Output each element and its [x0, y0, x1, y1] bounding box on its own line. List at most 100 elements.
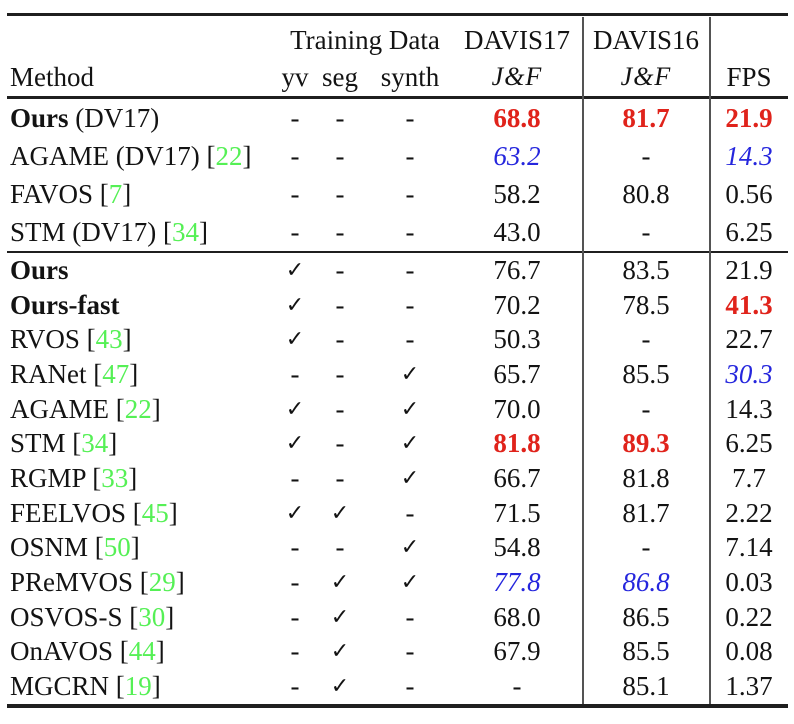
synth-flag: -	[405, 601, 415, 632]
column-rule-davis16	[582, 17, 584, 704]
seg-flag: -	[335, 324, 345, 355]
method-cell: OSVOS-S [30]	[10, 601, 175, 632]
seg-flag: -	[335, 358, 345, 389]
yv-flag: ✓	[285, 327, 305, 353]
yv-flag: -	[290, 532, 300, 563]
fps-value: 6.25	[725, 428, 773, 459]
table-row: STM (DV17) [34] - - - 43.0 - 6.25	[0, 213, 794, 251]
fps-value: 22.7	[725, 324, 773, 355]
yv-flag: ✓	[285, 500, 305, 526]
method-cell: FEELVOS [45]	[10, 497, 178, 528]
top-rule-divider	[7, 13, 788, 16]
davis16-score: -	[641, 532, 651, 563]
method-name: Ours	[10, 254, 69, 285]
citation-number: 29	[148, 567, 176, 598]
fps-value: 1.37	[725, 671, 773, 702]
table-row: Ours ✓ - - 76.7 83.5 21.9	[0, 253, 794, 288]
col-header-fps: FPS	[726, 61, 772, 92]
synth-flag: ✓	[400, 396, 420, 422]
method-name: Ours	[10, 102, 69, 133]
davis17-score: 81.8	[493, 428, 541, 459]
davis17-score: 70.2	[493, 289, 541, 320]
table-row: OSVOS-S [30] - ✓ - 68.0 86.5 0.22	[0, 600, 794, 635]
table-section-full-training: Ours ✓ - - 76.7 83.5 21.9 Ours-fast ✓ - …	[0, 253, 794, 704]
davis17-score: 70.0	[493, 393, 541, 424]
table-row: OSNM [50] - - ✓ 54.8 - 7.14	[0, 531, 794, 566]
table-row: Ours-fast ✓ - - 70.2 78.5 41.3	[0, 288, 794, 323]
method-cell: PReMVOS [29]	[10, 567, 185, 598]
citation-number: 7	[108, 178, 123, 209]
fps-value: 0.08	[725, 636, 773, 667]
davis17-score: -	[512, 671, 522, 702]
fps-value: 7.7	[732, 462, 766, 493]
davis17-score: 54.8	[493, 532, 541, 563]
table-row: AGAME [22] ✓ - ✓ 70.0 - 14.3	[0, 392, 794, 427]
method-cell: Ours	[10, 253, 272, 288]
synth-flag: -	[405, 289, 415, 320]
citation-number: 30	[138, 601, 166, 632]
col-header-synth: synth	[380, 61, 440, 92]
table-row: MGCRN [19] - ✓ - - 85.1 1.37	[0, 669, 794, 704]
method-cell: AGAME [22]	[10, 393, 161, 424]
method-cell: OnAVOS [44]	[10, 636, 165, 667]
method-name: Ours-fast	[10, 289, 120, 320]
fps-value: 30.3	[725, 358, 773, 389]
citation-number: 34	[81, 428, 109, 459]
synth-flag: -	[405, 636, 415, 667]
davis16-score: -	[641, 216, 651, 247]
davis17-score: 58.2	[493, 178, 541, 209]
synth-flag: -	[405, 254, 415, 285]
citation-number: 22	[215, 140, 243, 171]
davis16-score: 78.5	[622, 289, 670, 320]
fps-value: 21.9	[725, 254, 773, 285]
citation-number: 47	[102, 358, 130, 389]
fps-value: 41.3	[725, 289, 773, 320]
col-header-seg: seg	[322, 61, 358, 92]
synth-flag: -	[405, 216, 415, 247]
table-row: RVOS [43] ✓ - - 50.3 - 22.7	[0, 322, 794, 357]
seg-flag: -	[335, 254, 345, 285]
davis16-score: 86.5	[622, 601, 670, 632]
davis16-score: 83.5	[622, 254, 670, 285]
davis16-score: -	[641, 393, 651, 424]
davis17-score: 68.0	[493, 601, 541, 632]
davis17-score: 65.7	[493, 358, 541, 389]
synth-flag: -	[405, 102, 415, 133]
fps-value: 14.3	[725, 140, 773, 171]
davis17-score: 50.3	[493, 324, 541, 355]
citation-number: 34	[172, 216, 199, 247]
davis16-score: 85.5	[622, 636, 670, 667]
davis17-score: 66.7	[493, 462, 541, 493]
synth-flag: -	[405, 324, 415, 355]
synth-flag: -	[405, 178, 415, 209]
yv-flag: -	[290, 358, 300, 389]
seg-flag: -	[335, 216, 345, 247]
fps-value: 0.56	[725, 178, 773, 209]
citation-number: 44	[128, 636, 156, 667]
davis17-score: 76.7	[493, 254, 541, 285]
column-rule-fps	[709, 17, 711, 704]
synth-flag: ✓	[400, 361, 420, 387]
davis17-score: 63.2	[493, 140, 541, 171]
header-row-1: Training Data DAVIS17 DAVIS16	[0, 21, 794, 59]
table-row: RANet [47] - - ✓ 65.7 85.5 30.3	[0, 357, 794, 392]
fps-value: 2.22	[725, 497, 773, 528]
method-cell: STM [34]	[10, 428, 118, 459]
method-cell: RGMP [33]	[10, 462, 138, 493]
citation-number: 50	[103, 532, 131, 563]
yv-flag: -	[290, 216, 300, 247]
method-cell: Ours-fast	[10, 288, 272, 323]
col-header-yv: yv	[281, 61, 309, 92]
col-header-davis16-jf-metric: J&F	[620, 62, 672, 91]
davis16-score: -	[641, 324, 651, 355]
seg-flag: ✓	[330, 604, 350, 630]
method-cell: MGCRN [19]	[10, 671, 161, 702]
seg-flag: -	[335, 532, 345, 563]
synth-flag: -	[405, 140, 415, 171]
fps-value: 0.03	[725, 567, 773, 598]
method-cell: AGAME (DV17) [22]	[10, 140, 252, 171]
col-header-training-data: Training Data	[290, 24, 440, 55]
seg-flag: -	[335, 393, 345, 424]
yv-flag: ✓	[285, 396, 305, 422]
davis16-score: 89.3	[622, 428, 670, 459]
